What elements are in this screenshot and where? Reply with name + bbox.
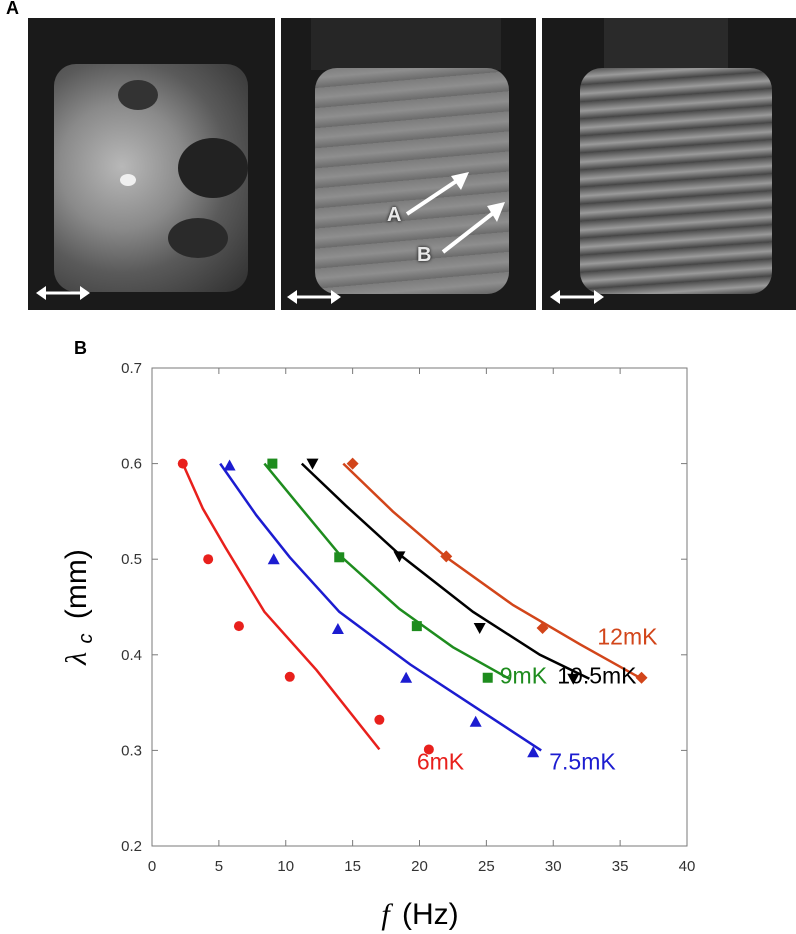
x-tick-label: 15 xyxy=(344,858,361,875)
data-point-7.5mK xyxy=(331,622,344,634)
x-axis-title: f (Hz) xyxy=(381,898,458,931)
series-label-9mK: 9mK xyxy=(500,662,548,688)
x-tick-label: 10 xyxy=(277,858,294,875)
y-tick-label: 0.5 xyxy=(121,551,142,568)
fit-line-9mK xyxy=(263,462,510,680)
data-point-7.5mK xyxy=(469,715,482,727)
data-point-6mK xyxy=(374,714,385,725)
x-tick-label: 40 xyxy=(679,858,696,875)
data-point-7.5mK xyxy=(400,671,413,683)
data-point-10.5mK xyxy=(393,551,406,563)
double-arrow-icon xyxy=(550,290,604,304)
x-tick-label: 20 xyxy=(411,858,428,875)
y-axis-title: λ c (mm) xyxy=(60,549,99,666)
photo-top-cap xyxy=(604,18,728,70)
x-tick-label: 25 xyxy=(478,858,495,875)
double-arrow-icon xyxy=(287,290,341,304)
data-point-6mK xyxy=(423,744,434,755)
x-tick-label: 5 xyxy=(215,858,223,875)
texture-region xyxy=(315,68,509,294)
data-point-12mK xyxy=(635,671,648,684)
data-point-7.5mK xyxy=(527,746,540,758)
y-tick-label: 0.4 xyxy=(121,647,142,664)
x-tick-label: 35 xyxy=(612,858,629,875)
data-point-7.5mK xyxy=(223,459,236,471)
data-point-9mK xyxy=(411,621,422,632)
y-tick-label: 0.7 xyxy=(121,360,142,377)
data-point-6mK xyxy=(177,458,188,469)
y-tick-label: 0.3 xyxy=(121,742,142,759)
double-arrow-icon xyxy=(36,286,90,300)
panel-b-letter: B xyxy=(74,338,87,358)
photo-middle: A B xyxy=(281,18,536,310)
data-point-6mK xyxy=(203,554,214,565)
lambda-vs-frequency-chart: 0 5 10 15 20 25 30 35 40 0.2 0.3 0.4 0.5 0.6 0.7 12mK… xyxy=(60,360,696,931)
texture-region xyxy=(580,68,772,294)
data-point-7.5mK xyxy=(267,553,280,565)
y-axis-subscript: c xyxy=(75,633,97,643)
y-tick-label: 0.6 xyxy=(121,456,142,473)
series-label-7.5mK: 7.5mK xyxy=(549,749,616,775)
arrow-label-a: A xyxy=(387,204,402,226)
y-axis-unit: (mm) xyxy=(60,549,93,619)
data-point-12mK xyxy=(346,457,359,470)
bright-spot xyxy=(120,174,136,186)
data-point-6mK xyxy=(284,671,295,682)
fit-line-12mK xyxy=(342,462,643,680)
x-tick-label: 0 xyxy=(148,858,156,875)
data-point-9mK xyxy=(334,552,345,563)
fit-line-10.5mK xyxy=(300,462,590,680)
dark-domain xyxy=(118,80,158,110)
data-point-10.5mK xyxy=(473,623,486,635)
x-axis-symbol: f xyxy=(381,898,393,931)
data-point-12mK xyxy=(536,622,549,635)
data-point-10.5mK xyxy=(567,673,580,685)
series-label-10.5mK: 10.5mK xyxy=(557,662,637,688)
data-point-12mK xyxy=(440,550,453,563)
photo-right xyxy=(542,18,796,310)
series-label-6mK: 6mK xyxy=(417,749,465,775)
panel-a-letter: A xyxy=(6,0,19,18)
arrow-label-b: B xyxy=(417,244,432,266)
data-point-10.5mK xyxy=(306,458,319,470)
y-tick-label: 0.2 xyxy=(121,838,142,855)
pointer-arrow-icon xyxy=(441,202,505,254)
y-axis-symbol: λ xyxy=(60,652,93,666)
series-label-12mK: 12mK xyxy=(597,623,658,649)
fit-line-7.5mK xyxy=(219,462,542,752)
dark-domain xyxy=(168,218,228,258)
dark-domain xyxy=(178,138,248,198)
fit-line-6mK xyxy=(181,463,381,751)
x-axis-unit: (Hz) xyxy=(402,898,459,931)
photo-top-cap xyxy=(311,18,501,70)
pointer-arrow-icon xyxy=(405,172,469,216)
x-tick-label: 30 xyxy=(545,858,562,875)
data-point-9mK xyxy=(482,672,493,683)
data-point-6mK xyxy=(233,621,244,632)
photo-left xyxy=(28,18,275,310)
data-point-9mK xyxy=(267,458,278,469)
